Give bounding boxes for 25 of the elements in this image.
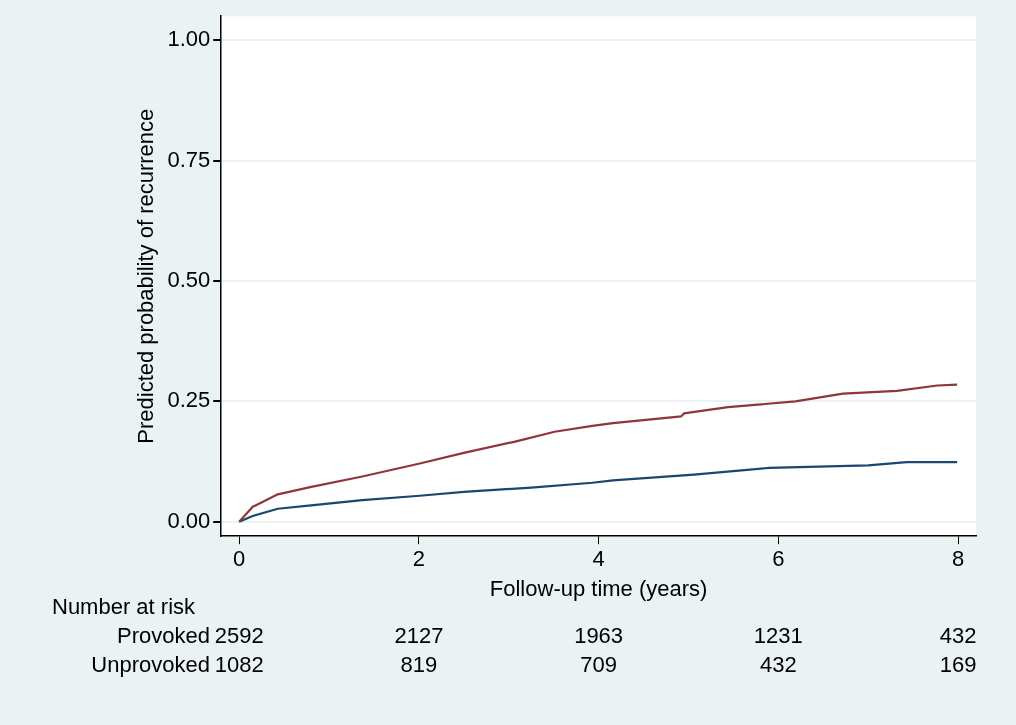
- text: 432: [759, 652, 797, 678]
- text: 432: [939, 623, 977, 649]
- text: Number at risk: [52, 594, 197, 620]
- x-tick-label: 8: [951, 546, 965, 572]
- y-tick-label: 0.25: [167, 387, 211, 413]
- y-tick-label: 0.50: [167, 267, 211, 293]
- text: 1963: [574, 623, 624, 649]
- text: 169: [939, 652, 977, 678]
- y-tick-label: 0.00: [167, 507, 211, 533]
- x-tick-label: 0: [233, 546, 246, 572]
- y-tick-label: 1.00: [167, 26, 211, 52]
- y-tick-label: 0.75: [167, 146, 211, 172]
- text: 819: [400, 652, 438, 678]
- text: 2592: [214, 623, 264, 649]
- text: 709: [580, 652, 617, 678]
- x-axis-title: Follow-up time (years): [489, 575, 708, 601]
- text: 2127: [394, 623, 444, 649]
- text: 1231: [753, 623, 803, 649]
- text: Provoked: [117, 623, 210, 649]
- y-axis-title: Predicted probability of recurrence: [133, 108, 159, 444]
- x-tick-label: 4: [592, 546, 605, 572]
- x-tick-label: 2: [412, 546, 426, 572]
- text: Unprovoked: [91, 652, 210, 678]
- text: 1082: [214, 652, 264, 678]
- x-tick-label: 6: [772, 546, 785, 572]
